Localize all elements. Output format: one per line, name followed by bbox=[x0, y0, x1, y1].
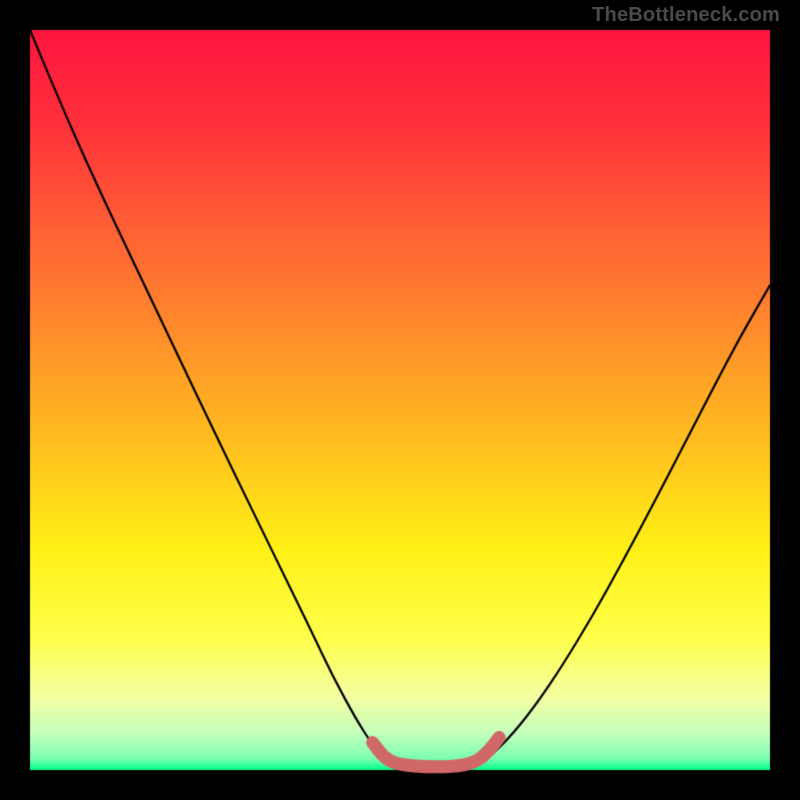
bottleneck-chart-canvas bbox=[0, 0, 800, 800]
chart-stage: TheBottleneck.com bbox=[0, 0, 800, 800]
attribution-label: TheBottleneck.com bbox=[592, 4, 780, 27]
